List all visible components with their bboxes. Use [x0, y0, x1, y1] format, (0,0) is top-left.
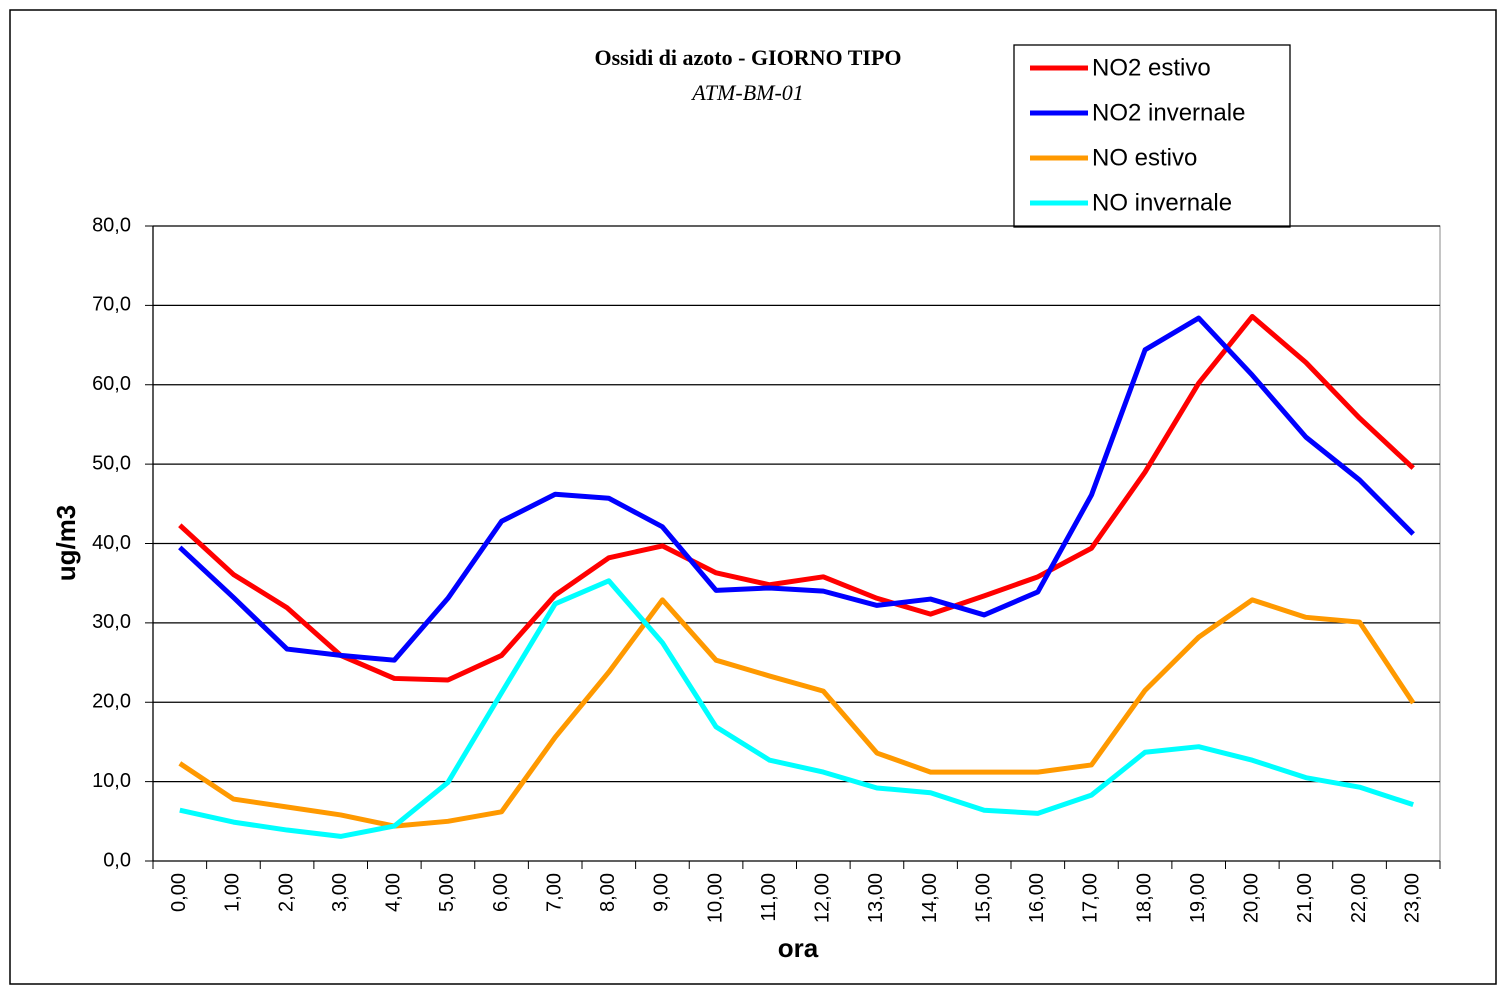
x-tick-label: 17,00	[1080, 873, 1102, 923]
y-tick-label: 40,0	[92, 532, 131, 554]
chart-title: Ossidi di azoto - GIORNO TIPO	[594, 45, 901, 70]
x-tick-label: 1,00	[222, 873, 244, 912]
x-tick-label: 4,00	[383, 873, 405, 912]
x-tick-label: 23,00	[1401, 873, 1423, 923]
y-tick-label: 50,0	[92, 452, 131, 474]
x-tick-label: 20,00	[1241, 873, 1263, 923]
x-tick-label: 22,00	[1348, 873, 1370, 923]
x-tick-label: 18,00	[1133, 873, 1155, 923]
x-tick-label: 6,00	[490, 873, 512, 912]
line-series	[178, 315, 1415, 663]
x-tick-label: 2,00	[275, 873, 297, 912]
x-tick-label: 0,00	[168, 873, 190, 912]
y-tick-label: 20,0	[92, 691, 131, 713]
y-tick-label: 10,0	[92, 770, 131, 792]
chart-subtitle: ATM-BM-01	[690, 80, 804, 105]
x-tick-label: 14,00	[919, 873, 941, 923]
line-series	[178, 597, 1416, 829]
line-series	[179, 578, 1414, 839]
x-tick-label: 7,00	[543, 873, 565, 912]
y-tick-label: 80,0	[92, 214, 131, 236]
y-tick-label: 30,0	[92, 611, 131, 633]
x-tick-label: 12,00	[812, 873, 834, 923]
x-axis-label: ora	[778, 933, 819, 963]
x-tick-label: 11,00	[758, 873, 780, 922]
y-axis-label: ug/m3	[51, 505, 81, 582]
y-tick-label: 60,0	[92, 373, 131, 395]
x-tick-label: 9,00	[651, 873, 673, 912]
x-tick-label: 15,00	[972, 873, 994, 923]
x-tick-label: 8,00	[597, 873, 619, 912]
legend-label: NO invernale	[1092, 189, 1232, 216]
x-tick-label: 21,00	[1294, 873, 1316, 923]
x-tick-label: 19,00	[1187, 873, 1209, 923]
legend-label: NO estivo	[1092, 144, 1197, 171]
y-tick-label: 0,0	[103, 849, 131, 871]
x-tick-label: 16,00	[1026, 873, 1048, 923]
x-tick-label: 5,00	[436, 873, 458, 912]
x-tick-label: 13,00	[865, 873, 887, 923]
x-tick-label: 10,00	[704, 873, 726, 923]
legend-label: NO2 estivo	[1092, 54, 1211, 81]
line-series	[178, 313, 1415, 683]
y-tick-label: 70,0	[92, 294, 131, 316]
x-tick-label: 3,00	[329, 873, 351, 912]
legend-label: NO2 invernale	[1092, 99, 1245, 126]
legend-box	[1013, 44, 1291, 228]
